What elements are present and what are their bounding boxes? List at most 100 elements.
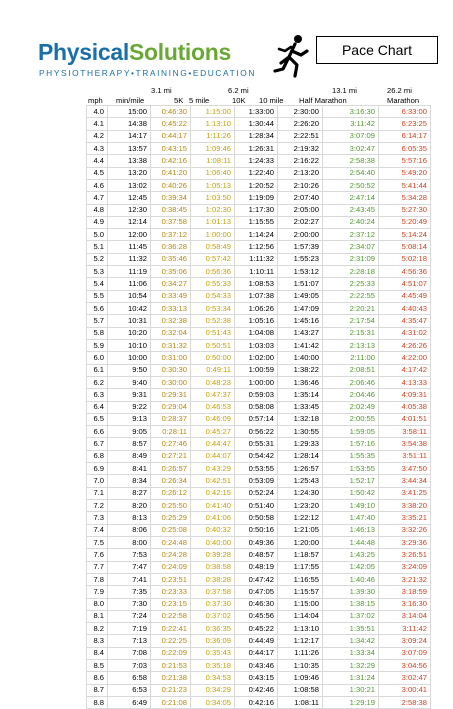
min-mile-cell: 12:30 (107, 204, 151, 217)
min-mile-cell: 8:57 (107, 437, 151, 451)
5-mile-time-cell: 0:41:06 (190, 511, 235, 525)
marathon-time-cell: 5:20:49 (378, 216, 431, 230)
table-row: 5.4 11:06 0:34:27 0:55:33 1:08:53 1:51:07 2:25… (86, 277, 431, 291)
marathon-time-cell: 6:05:35 (378, 142, 431, 156)
5k-time-cell: 0:24:28 (150, 548, 191, 562)
table-row: 6.2 9:40 0:30:00 0:48:23 1:00:00 1:36:46 2:06:… (86, 376, 431, 390)
min-mile-cell: 12:00 (107, 228, 151, 242)
5-mile-time-cell: 0:42:51 (190, 474, 235, 488)
5-mile-time-cell: 0:56:36 (190, 265, 235, 279)
10-mile-time-cell: 1:09:46 (277, 671, 323, 685)
10k-time-cell: 1:00:59 (234, 364, 278, 377)
col-min-mile: min/mile (116, 96, 145, 105)
5k-time-cell: 0:21:53 (150, 659, 191, 673)
5k-time-cell: 0:25:08 (150, 524, 191, 537)
min-mile-cell: 9:13 (107, 413, 151, 427)
10k-time-cell: 0:52:24 (234, 487, 278, 501)
10-mile-time-cell: 1:49:05 (277, 290, 323, 304)
half-marathon-time-cell: 1:49:10 (322, 499, 379, 513)
min-mile-cell: 9:22 (107, 401, 151, 414)
marathon-time-cell: 2:58:38 (378, 696, 431, 709)
5k-time-cell: 0:33:49 (150, 290, 191, 304)
table-row: 7.7 7:47 0:24:09 0:38:58 0:48:19 1:17:55 1:42:… (86, 561, 431, 574)
marathon-time-cell: 3:02:47 (378, 671, 431, 685)
5k-time-cell: 0:39:34 (150, 191, 191, 205)
10-mile-time-cell: 2:26:20 (277, 117, 323, 131)
10-mile-time-cell: 1:24:30 (277, 487, 323, 501)
marathon-time-cell: 4:17:42 (378, 364, 431, 377)
5k-time-cell: 0:29:31 (150, 388, 191, 402)
brand-part1: Physical (38, 39, 129, 65)
min-mile-cell: 13:02 (107, 179, 151, 193)
min-mile-cell: 14:38 (107, 117, 151, 131)
table-row: 6.0 10:00 0:31:00 0:50:00 1:02:00 1:40:00 2:11… (86, 351, 431, 365)
min-mile-cell: 8:49 (107, 450, 151, 464)
10k-time-cell: 1:05:16 (234, 314, 278, 328)
table-row: 4.5 13:20 0:41:20 1:06:40 1:22:40 2:13:20 2:54… (86, 167, 431, 180)
table-row: 5.7 10:31 0:32:38 0:52:38 1:05:16 1:45:16 2:17… (86, 314, 431, 328)
min-mile-cell: 7:41 (107, 573, 151, 587)
table-row: 6.4 9:22 0:29:04 0:46:53 0:58:08 1:33:45 2:02:… (86, 401, 431, 414)
min-mile-cell: 10:00 (107, 351, 151, 365)
min-mile-cell: 12:14 (107, 216, 151, 230)
10-mile-time-cell: 1:08:58 (277, 684, 323, 698)
marathon-time-cell: 5:41:44 (378, 179, 431, 193)
10k-time-cell: 0:47:05 (234, 585, 278, 599)
5k-time-cell: 0:28:11 (150, 425, 191, 439)
5-mile-time-cell: 0:48:23 (190, 376, 235, 390)
10k-time-cell: 0:49:36 (234, 536, 278, 550)
5k-time-cell: 0:23:33 (150, 585, 191, 599)
header: PhysicalSolutions PHYSIOTHERAPY•TRAINING… (0, 0, 453, 82)
marathon-time-cell: 3:51:11 (378, 450, 431, 464)
5-mile-time-cell: 0:35:43 (190, 647, 235, 661)
5k-time-cell: 0:24:09 (150, 561, 191, 574)
pace-table-body: 4.0 15:00 0:46:30 1:15:00 1:33:00 2:30:00 3:16… (86, 104, 431, 709)
table-row: 4.9 12:14 0:37:58 1:01:13 1:15:55 2:02:27 2:40… (86, 216, 431, 230)
5-mile-time-cell: 0:39:28 (190, 548, 235, 562)
mph-cell: 4.7 (86, 191, 108, 205)
marathon-time-cell: 3:29:36 (378, 536, 431, 550)
10k-time-cell: 0:42:16 (234, 696, 278, 709)
10k-time-cell: 1:20:52 (234, 179, 278, 193)
table-row: 4.6 13:02 0:40:26 1:05:13 1:20:52 2:10:26 2:50… (86, 179, 431, 193)
10-mile-time-cell: 1:35:14 (277, 388, 323, 402)
10k-time-cell: 1:30:44 (234, 117, 278, 131)
10-mile-time-cell: 1:14:04 (277, 610, 323, 624)
mph-cell: 7.1 (86, 487, 108, 501)
5-mile-time-cell: 0:53:34 (190, 302, 235, 316)
10-mile-time-cell: 2:16:22 (277, 154, 323, 168)
table-row: 5.8 10:20 0:32:04 0:51:43 1:04:08 1:43:27 2:15… (86, 327, 431, 340)
min-mile-cell: 8:00 (107, 536, 151, 550)
mph-cell: 7.0 (86, 474, 108, 488)
half-marathon-time-cell: 2:40:24 (322, 216, 379, 230)
mph-cell: 5.8 (86, 327, 108, 340)
5k-time-cell: 0:33:13 (150, 302, 191, 316)
half-marathon-time-cell: 1:34:42 (322, 634, 379, 648)
half-marathon-time-cell: 2:15:31 (322, 327, 379, 340)
10k-time-cell: 1:04:08 (234, 327, 278, 340)
pace-table: 4.0 15:00 0:46:30 1:15:00 1:33:00 2:30:00 3:16… (86, 104, 431, 709)
5-mile-time-cell: 1:11:26 (190, 130, 235, 143)
min-mile-cell: 8:34 (107, 474, 151, 488)
5k-time-cell: 0:38:45 (150, 204, 191, 217)
half-marathon-time-cell: 2:04:46 (322, 388, 379, 402)
mph-cell: 8.1 (86, 610, 108, 624)
10k-time-cell: 0:47:42 (234, 573, 278, 587)
table-row: 7.5 8:00 0:24:48 0:40:00 0:49:36 1:20:00 1:44:… (86, 536, 431, 550)
5-mile-time-cell: 0:42:15 (190, 487, 235, 501)
10k-time-cell: 1:06:26 (234, 302, 278, 316)
5-mile-time-cell: 1:08:11 (190, 154, 235, 168)
half-marathon-time-cell: 2:25:33 (322, 277, 379, 291)
10k-time-cell: 1:03:03 (234, 339, 278, 353)
5-mile-time-cell: 1:06:40 (190, 167, 235, 180)
runner-icon (273, 35, 309, 78)
10-mile-time-cell: 2:22:51 (277, 130, 323, 143)
5k-time-cell: 0:21:23 (150, 684, 191, 698)
10-mile-time-cell: 1:15:00 (277, 598, 323, 611)
10-mile-time-cell: 1:11:26 (277, 647, 323, 661)
5k-time-cell: 0:37:12 (150, 228, 191, 242)
mph-cell: 6.6 (86, 425, 108, 439)
mph-cell: 5.6 (86, 302, 108, 316)
10-mile-time-cell: 1:23:20 (277, 499, 323, 513)
mph-cell: 5.9 (86, 339, 108, 353)
